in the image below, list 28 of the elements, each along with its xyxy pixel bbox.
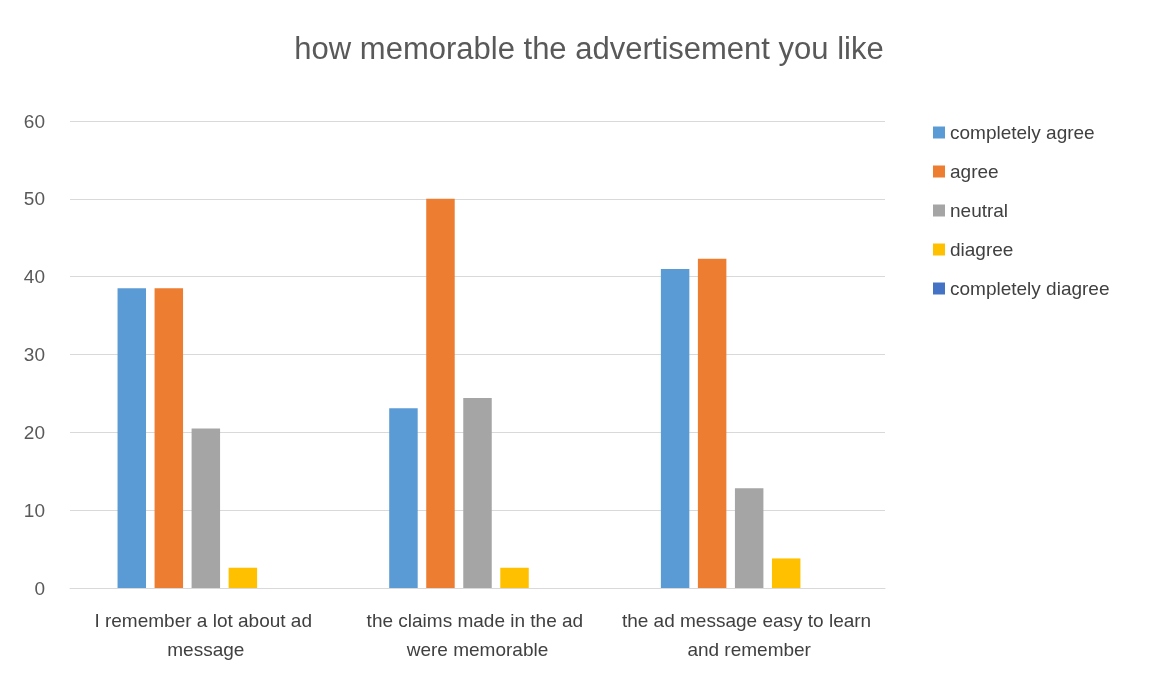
legend-label: diagree [950,239,1014,260]
x-tick-label: I remember a lot about ad message [94,610,318,660]
bar [734,488,764,588]
chart-title: how memorable the advertisement you like [294,31,884,66]
bar [660,268,690,588]
legend-label: agree [950,161,999,182]
bar [463,398,492,588]
bar [117,288,147,588]
legend-label: completely diagree [950,278,1110,299]
y-tick-label: 50 [23,188,45,210]
legend-label: completely agree [950,122,1095,143]
bar [697,258,727,588]
y-tick-label: 30 [23,344,45,365]
y-tick-label: 40 [23,266,45,288]
bar [228,567,258,588]
x-tick-label: the ad message easy to learn and remember [621,610,877,660]
y-tick-label: 10 [23,499,45,521]
x-tick-label: the claims made in the ad were memorable [366,610,589,660]
y-tick-label: 20 [23,421,45,443]
bar [191,428,221,588]
y-tick-label: 0 [34,577,45,599]
y-tick-label: 60 [23,110,45,132]
legend-label: neutral [950,200,1009,221]
bar [426,198,455,588]
bar [389,408,418,588]
bar [154,288,184,588]
bar [771,558,801,588]
bar [500,567,529,588]
